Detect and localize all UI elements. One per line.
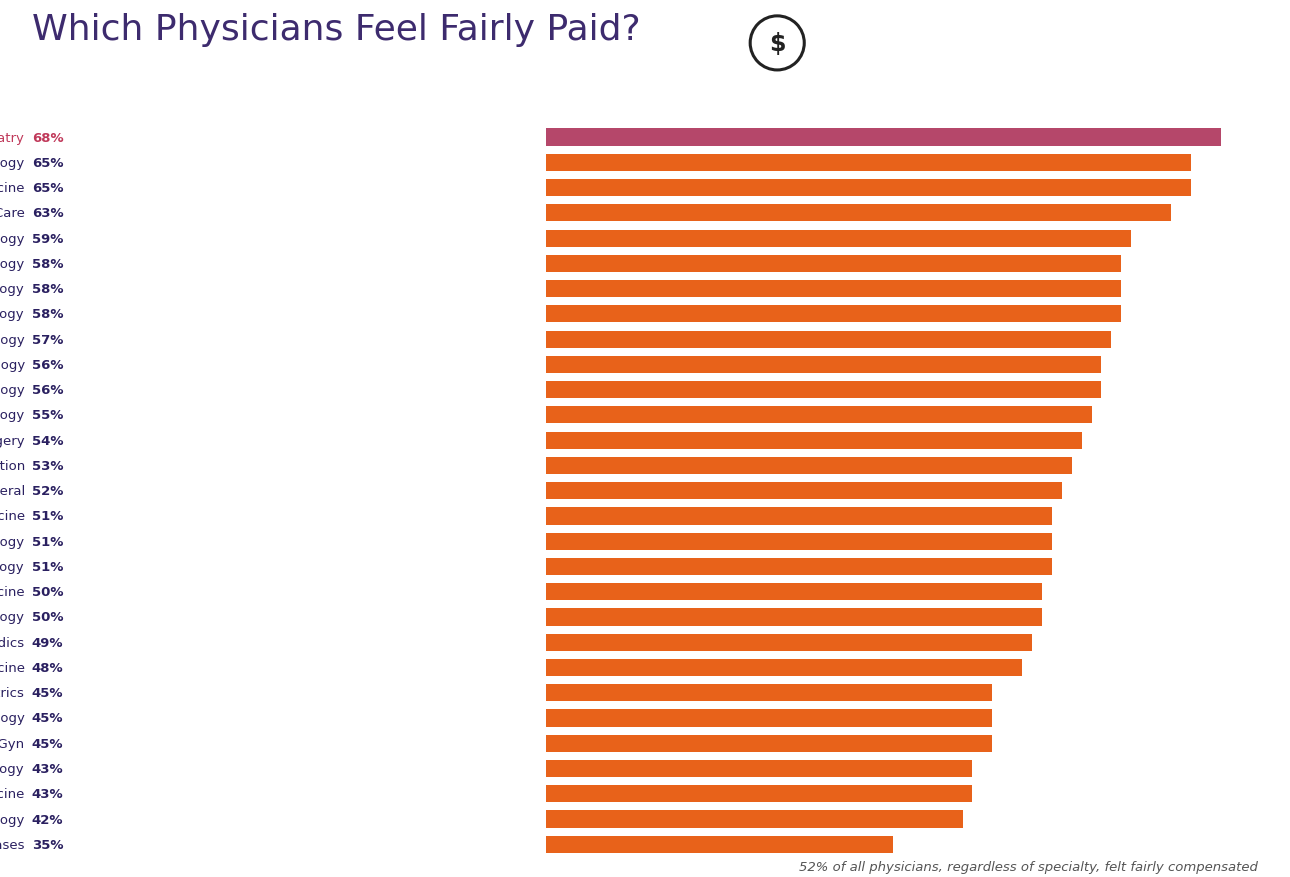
Bar	[546, 180, 1191, 197]
Bar	[546, 559, 1051, 575]
Text: 50%: 50%	[32, 586, 63, 598]
Text: Rheumatology: Rheumatology	[0, 610, 25, 624]
Text: Surgery, General: Surgery, General	[0, 485, 25, 497]
Text: Diabetes & Endocrinology: Diabetes & Endocrinology	[0, 712, 25, 724]
Bar	[546, 583, 1042, 601]
Bar	[546, 154, 1191, 172]
Bar	[546, 508, 1051, 525]
Text: 52% of all physicians, regardless of specialty, felt fairly compensated: 52% of all physicians, regardless of spe…	[799, 859, 1258, 873]
Bar	[546, 482, 1062, 500]
Text: Which Physicians Feel Fairly Paid?: Which Physicians Feel Fairly Paid?	[32, 13, 641, 47]
Text: 45%: 45%	[32, 712, 63, 724]
Text: Radiology: Radiology	[0, 308, 25, 321]
Text: 54%: 54%	[32, 434, 63, 447]
Text: 59%: 59%	[32, 232, 63, 246]
Text: 63%: 63%	[32, 207, 63, 220]
Text: Cardiology: Cardiology	[0, 409, 25, 422]
Text: 35%: 35%	[32, 838, 63, 851]
Text: Otolaryngology: Otolaryngology	[0, 232, 25, 246]
Text: 51%: 51%	[32, 510, 63, 523]
Text: Pediatrics: Pediatrics	[0, 687, 25, 700]
Text: Psychiatry: Psychiatry	[0, 132, 25, 145]
Text: 57%: 57%	[32, 333, 63, 346]
Text: $: $	[769, 32, 786, 56]
Bar	[546, 660, 1022, 676]
Text: Gastroenterology: Gastroenterology	[0, 384, 25, 396]
Text: Pulmonary Medicine: Pulmonary Medicine	[0, 661, 25, 674]
Text: Family Medicine: Family Medicine	[0, 586, 25, 598]
Text: Allergy & Immunology: Allergy & Immunology	[0, 359, 25, 372]
Text: 48%: 48%	[32, 661, 63, 674]
Bar	[546, 129, 1220, 146]
Text: Plastic Surgery: Plastic Surgery	[0, 434, 25, 447]
Bar	[546, 533, 1051, 550]
Text: 58%: 58%	[32, 308, 63, 321]
Text: 65%: 65%	[32, 182, 63, 195]
Bar	[546, 785, 973, 802]
Text: Orthopedics: Orthopedics	[0, 636, 25, 649]
Bar	[546, 457, 1072, 474]
Text: Nephrology: Nephrology	[0, 762, 25, 775]
Text: 65%: 65%	[32, 157, 63, 169]
Text: Ob/Gyn: Ob/Gyn	[0, 737, 25, 750]
Text: Urology: Urology	[0, 258, 25, 270]
Text: Internal Medicine: Internal Medicine	[0, 788, 25, 801]
Bar	[546, 432, 1081, 449]
Bar	[546, 407, 1091, 424]
Bar	[546, 381, 1102, 399]
Text: Physical Medicine & Rehabilitation: Physical Medicine & Rehabilitation	[0, 460, 25, 473]
Bar	[546, 255, 1121, 273]
Bar	[546, 231, 1131, 247]
Bar	[546, 684, 992, 702]
Text: Neurology: Neurology	[0, 535, 25, 548]
Text: 49%: 49%	[32, 636, 63, 649]
Text: 52%: 52%	[32, 485, 63, 497]
Text: 56%: 56%	[32, 384, 63, 396]
Text: 43%: 43%	[32, 762, 63, 775]
Bar	[546, 810, 962, 828]
Text: 42%: 42%	[32, 813, 63, 825]
Text: 50%: 50%	[32, 610, 63, 624]
Text: 58%: 58%	[32, 282, 63, 296]
Text: Anesthesiology: Anesthesiology	[0, 282, 25, 296]
Text: 51%: 51%	[32, 560, 63, 574]
Text: Dermatology: Dermatology	[0, 157, 25, 169]
Bar	[546, 356, 1102, 374]
Bar	[546, 306, 1121, 323]
Text: Pathology: Pathology	[0, 560, 25, 574]
Text: 58%: 58%	[32, 258, 63, 270]
Text: Infectious Diseases: Infectious Diseases	[0, 838, 25, 851]
Text: 51%: 51%	[32, 535, 63, 548]
Bar	[546, 205, 1171, 222]
Text: 68%: 68%	[32, 132, 63, 145]
Bar	[546, 609, 1042, 626]
Text: 53%: 53%	[32, 460, 63, 473]
Text: 45%: 45%	[32, 687, 63, 700]
Bar	[546, 836, 893, 853]
Text: 43%: 43%	[32, 788, 63, 801]
Bar	[546, 634, 1032, 651]
Text: Ophthalmology: Ophthalmology	[0, 813, 25, 825]
Bar	[546, 760, 973, 777]
Text: 55%: 55%	[32, 409, 63, 422]
Text: Critical Care: Critical Care	[0, 207, 25, 220]
Bar	[546, 709, 992, 727]
Text: 56%: 56%	[32, 359, 63, 372]
Text: Public Health & Preventive Medicine: Public Health & Preventive Medicine	[0, 182, 25, 195]
Bar	[546, 735, 992, 752]
Bar	[546, 281, 1121, 298]
Text: 45%: 45%	[32, 737, 63, 750]
Text: Emergency Medicine: Emergency Medicine	[0, 510, 25, 523]
Text: Oncology: Oncology	[0, 333, 25, 346]
Bar	[546, 332, 1112, 348]
